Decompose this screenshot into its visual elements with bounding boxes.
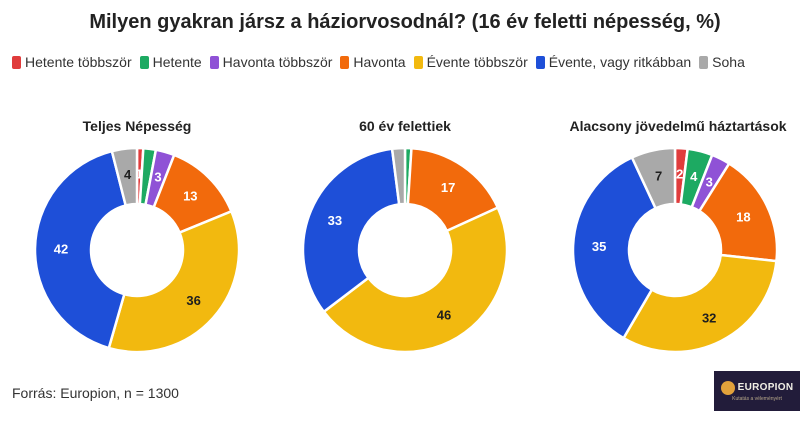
donut-slice <box>406 146 500 233</box>
legend-label: Soha <box>712 54 745 70</box>
donut-data-label: 2 <box>676 167 683 182</box>
donut-slice <box>301 147 401 314</box>
legend-label: Havonta többször <box>222 54 333 70</box>
donut-slice <box>107 209 241 354</box>
donut-data-label: 36 <box>186 293 200 308</box>
legend-label: Hetente többször <box>25 54 132 70</box>
donut-data-label: 33 <box>328 213 342 228</box>
donut-data-label: 46 <box>437 308 451 323</box>
legend-swatch <box>12 56 21 69</box>
donut-data-label: 3 <box>154 169 161 184</box>
donut-data-label: 42 <box>54 241 68 256</box>
legend: Hetente többször Hetente Havonta többször H… <box>12 52 792 75</box>
donut-data-label: 32 <box>702 310 716 325</box>
donut-data-label: 18 <box>736 209 750 224</box>
legend-swatch <box>535 56 545 69</box>
logo-text: EUROPION <box>737 382 794 393</box>
europion-logo: EUROPION Kutatás a véleményért <box>714 371 800 411</box>
legend-label: Évente többször <box>426 54 528 70</box>
legend-item: Évente, vagy ritkábban <box>535 52 692 73</box>
donut-title-1: Teljes Népesség <box>82 118 192 134</box>
donut-data-label: 17 <box>441 180 455 195</box>
donut-data-label: 7 <box>655 168 662 183</box>
donut-title-2: 60 év felettiek <box>359 118 451 134</box>
legend-swatch <box>340 56 350 69</box>
donut-data-label: 1 <box>136 167 143 182</box>
donut-slice <box>322 205 509 354</box>
legend-label: Hetente <box>152 54 202 70</box>
legend-label: Havonta <box>353 54 406 70</box>
donut-slice <box>630 146 677 210</box>
donut-data-label: 13 <box>183 188 197 203</box>
logo-tagline: Kutatás a véleményért <box>732 395 782 402</box>
legend-item: Soha <box>699 52 745 73</box>
legend-swatch <box>699 56 709 69</box>
donut-title-3: Alacsony jövedelmű háztartások <box>569 118 787 134</box>
donut-slice <box>33 149 128 350</box>
donut-slice <box>571 155 658 340</box>
legend-label: Évente, vagy ritkábban <box>548 54 692 70</box>
legend-item: Évente többször <box>413 52 528 73</box>
legend-swatch <box>413 56 423 69</box>
donut-slice <box>110 146 139 207</box>
donut-data-label: 3 <box>706 175 713 190</box>
legend-item: Hetente többször <box>12 52 132 73</box>
source-note: Forrás: Europion, n = 1300 <box>12 385 179 401</box>
donut-chart-total: 1 3 13 36 42 4 <box>33 146 241 354</box>
legend-swatch <box>209 56 219 69</box>
donut-chart-60plus: 0174633 <box>301 146 509 354</box>
donut-slice <box>621 253 778 354</box>
legend-item: Havonta <box>340 52 406 73</box>
europion-logo-icon <box>720 380 735 395</box>
donut-slice <box>390 146 407 206</box>
donut-data-label: 4 <box>124 167 132 182</box>
chart-title: Milyen gyakran jársz a háziorvosodnál? (… <box>89 11 721 33</box>
legend-item: Havonta többször <box>209 52 333 73</box>
donut-data-label: 35 <box>592 239 606 254</box>
legend-swatch <box>139 56 149 69</box>
legend-item: Hetente <box>139 52 202 73</box>
donut-chart-low-income: 2 4 3 18 32 35 7 <box>571 146 779 354</box>
donut-data-label: 4 <box>690 169 698 184</box>
